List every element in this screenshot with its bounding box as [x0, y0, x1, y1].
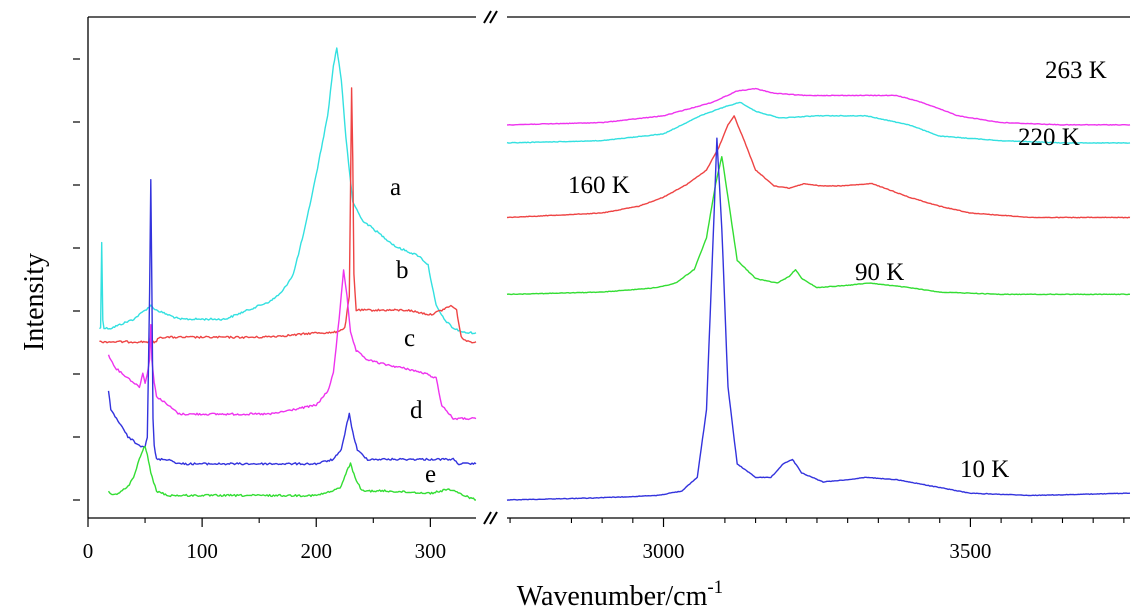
high-wavenumber-series — [506, 87, 1131, 501]
series-label: 160 K — [568, 172, 630, 199]
x-tick-label: 100 — [186, 539, 218, 563]
x-tick-label: 300 — [415, 539, 447, 563]
series-label: 220 K — [1018, 124, 1080, 151]
series-line-10-k — [506, 137, 1131, 501]
series-label: b — [396, 257, 409, 284]
series-label: 10 K — [960, 456, 1009, 483]
series-label: d — [410, 397, 423, 424]
series-line-90-k — [506, 156, 1131, 296]
series-label: c — [404, 325, 415, 352]
low-wavenumber-series — [99, 47, 477, 501]
x-tick-label: 3000 — [643, 539, 685, 563]
series-label: e — [425, 461, 436, 488]
x-tick-label: 0 — [83, 539, 94, 563]
series-label: 263 K — [1045, 57, 1107, 84]
series-line-e — [107, 445, 477, 501]
axis-break-gap — [481, 510, 503, 526]
x-tick-label: 200 — [300, 539, 332, 563]
axis-break-mark — [483, 511, 492, 525]
x-tick-label: 3500 — [949, 539, 991, 563]
axes-group: 0 100 200 300 3000 3500 — [73, 9, 1130, 563]
series-line-b — [99, 87, 477, 344]
series-line-d — [107, 179, 477, 466]
series-line-160-k — [506, 115, 1131, 219]
series-label: a — [390, 174, 401, 201]
series-label: 90 K — [855, 259, 904, 286]
series-line-220-k — [506, 101, 1131, 144]
x-axis-title-main: Wavenumber/cm — [517, 581, 708, 610]
series-labels: a b c d e 263 K 220 K 160 K 90 K 10 K — [390, 57, 1107, 488]
axis-break-mark — [483, 10, 492, 24]
series-line-c — [107, 269, 477, 421]
x-axis-title: Wavenumber/cm-1 — [517, 577, 723, 610]
axis-break-mark — [489, 511, 498, 525]
axis-break-gap — [481, 9, 503, 25]
series-line-a — [99, 47, 477, 335]
series-line-263-k — [507, 87, 1131, 126]
axis-break-mark — [489, 10, 498, 24]
x-axis-title-superscript: -1 — [707, 577, 723, 598]
y-axis-title: Intensity — [19, 253, 50, 351]
